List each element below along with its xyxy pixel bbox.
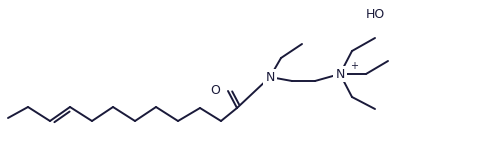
Text: +: + [350, 61, 358, 71]
Text: N: N [265, 71, 274, 84]
Text: O: O [210, 85, 220, 98]
Text: HO: HO [365, 8, 384, 21]
Text: N: N [335, 67, 345, 80]
